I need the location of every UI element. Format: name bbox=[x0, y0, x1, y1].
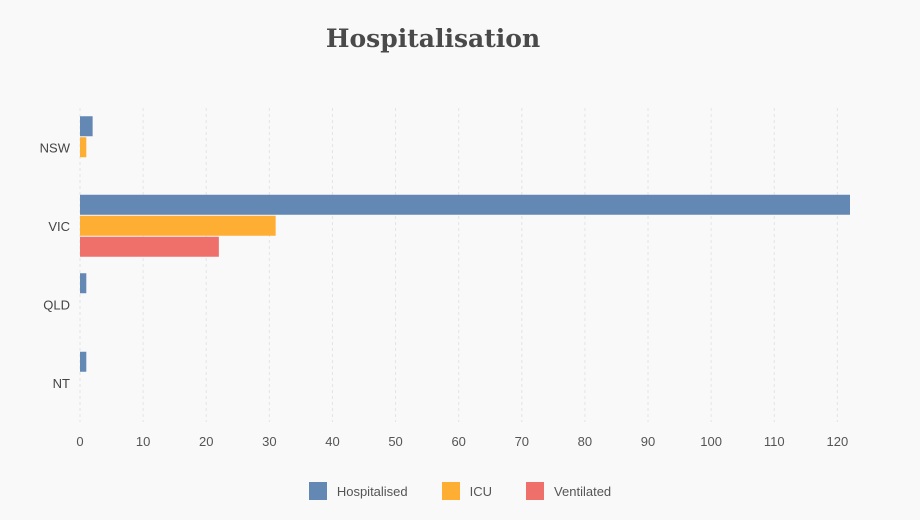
legend-label: Hospitalised bbox=[336, 483, 408, 499]
x-tick-label: 110 bbox=[764, 434, 785, 449]
category-label-nsw: NSW bbox=[40, 140, 71, 155]
y-axis-categories: NSW VIC QLD NT bbox=[40, 140, 71, 391]
category-label-vic: VIC bbox=[48, 219, 70, 234]
legend-swatch bbox=[441, 482, 460, 500]
bar-ventilated-vic[interactable] bbox=[80, 236, 219, 257]
x-tick-label: 30 bbox=[262, 434, 276, 449]
legend-item-icu[interactable]: ICU bbox=[441, 482, 493, 500]
x-tick-label: 90 bbox=[641, 434, 655, 449]
x-tick-label: 80 bbox=[578, 434, 592, 449]
bar-hospitalised-nsw[interactable] bbox=[80, 116, 93, 137]
x-tick-label: 70 bbox=[515, 434, 529, 449]
legend: Hospitalised ICU Ventilated bbox=[0, 482, 920, 500]
legend-item-hospitalised[interactable]: Hospitalised bbox=[308, 482, 408, 500]
x-tick-label: 20 bbox=[199, 434, 213, 449]
bar-icu-vic[interactable] bbox=[80, 215, 276, 236]
x-tick-label: 40 bbox=[325, 434, 339, 449]
legend-swatch bbox=[308, 482, 327, 500]
x-tick-label: 50 bbox=[388, 434, 402, 449]
x-axis-ticks: 0 10 20 30 40 50 60 70 80 90 100 110 120 bbox=[76, 434, 848, 449]
legend-item-ventilated[interactable]: Ventilated bbox=[526, 482, 611, 500]
bars bbox=[80, 116, 850, 372]
category-label-nt: NT bbox=[53, 376, 70, 391]
category-label-qld: QLD bbox=[43, 297, 70, 312]
legend-swatch bbox=[526, 482, 545, 500]
x-tick-label: 60 bbox=[451, 434, 465, 449]
x-tick-label: 10 bbox=[136, 434, 150, 449]
x-tick-label: 0 bbox=[76, 434, 83, 449]
bar-hospitalised-nt[interactable] bbox=[80, 351, 87, 372]
chart-title: Hospitalisation bbox=[325, 24, 541, 53]
bar-hospitalised-qld[interactable] bbox=[80, 273, 87, 294]
x-tick-label: 120 bbox=[827, 434, 849, 449]
gridlines bbox=[79, 108, 838, 422]
legend-label: Ventilated bbox=[554, 483, 612, 499]
bar-icu-nsw[interactable] bbox=[80, 137, 87, 158]
x-tick-label: 100 bbox=[700, 434, 722, 449]
bar-hospitalised-vic[interactable] bbox=[80, 194, 850, 215]
legend-label: ICU bbox=[469, 483, 493, 499]
bar-chart: 0 10 20 30 40 50 60 70 80 90 100 110 120 NSW VIC QLD NT bbox=[40, 108, 850, 449]
